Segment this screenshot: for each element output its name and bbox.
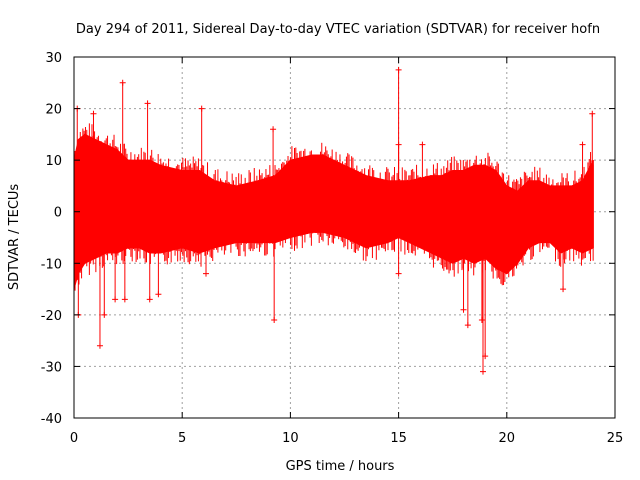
data-envelope [73,123,594,291]
spike-marker [96,342,103,349]
x-tick-label: 15 [390,431,407,446]
spike-marker [395,141,402,148]
spike-marker [479,368,486,375]
spike-marker [203,270,210,277]
spike-marker [146,296,153,303]
spike-marker [560,286,567,293]
x-tick-label: 25 [607,431,624,446]
y-tick-label: -30 [41,360,62,375]
spike-marker [155,291,162,298]
spike-marker [395,270,402,277]
y-axis-ticks: 30 20 10 0 -10 -20 -30 -40 [41,51,615,427]
spike-marker [144,100,151,107]
x-tick-label: 10 [282,431,299,446]
spike-marker [198,105,205,112]
spike-marker [395,66,402,73]
x-axis-label: GPS time / hours [286,459,395,474]
x-tick-label: 5 [178,431,186,446]
spike-marker [419,141,426,148]
spike-marker [482,353,489,360]
spike-marker [478,317,485,324]
y-tick-label: 0 [54,206,62,221]
plot-frame [73,56,616,419]
y-tick-label: 10 [45,154,62,169]
spike-marker [101,311,108,318]
spike-marker [464,322,471,329]
spike-marker [90,110,97,117]
spike-marker [112,296,119,303]
y-axis-label: SDTVAR / TECUs [7,184,22,291]
spike-marker [119,79,126,86]
x-tick-label: 20 [499,431,516,446]
spike-marker [271,317,278,324]
x-axis-ticks: 0 5 10 15 20 25 [70,57,623,446]
spike-marker [121,296,128,303]
spike-marker [270,126,277,133]
y-tick-label: -10 [41,257,62,272]
y-tick-label: 20 [45,103,62,118]
chart-title: Day 294 of 2011, Sidereal Day-to-day VTE… [76,22,600,37]
y-tick-label: -20 [41,309,62,324]
x-tick-label: 0 [70,431,78,446]
y-tick-label: 30 [45,51,62,66]
y-tick-label: -40 [41,412,62,427]
spike-marker [460,306,467,313]
spike-marker [579,141,586,148]
spike-marker [589,110,596,117]
